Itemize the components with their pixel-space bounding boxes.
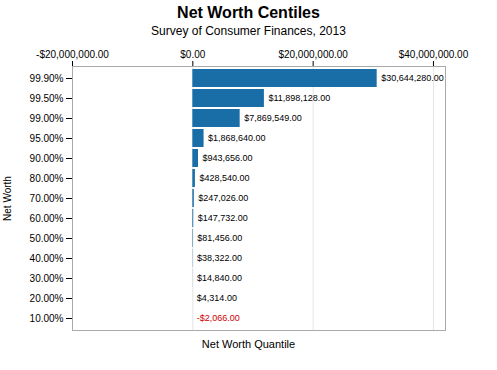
svg-text:10.00%: 10.00% bbox=[30, 313, 64, 324]
svg-text:99.00%: 99.00% bbox=[30, 113, 64, 124]
svg-text:99.90%: 99.90% bbox=[30, 73, 64, 84]
html-text:Net Worth Centiles: Net Worth Centiles bbox=[177, 4, 320, 21]
svg-text:$11,898,128.00: $11,898,128.00 bbox=[268, 93, 330, 103]
svg-text:$428,540.00: $428,540.00 bbox=[199, 173, 249, 183]
svg-text:$943,656.00: $943,656.00 bbox=[202, 153, 252, 163]
svg-text:20.00%: 20.00% bbox=[30, 293, 64, 304]
svg-text:$4,314.00: $4,314.00 bbox=[197, 293, 237, 303]
html-text:Net Worth Quantile: Net Worth Quantile bbox=[201, 338, 296, 350]
svg-text:70.00%: 70.00% bbox=[30, 193, 64, 204]
svg-text:50.00%: 50.00% bbox=[30, 233, 64, 244]
svg-text:99.50%: 99.50% bbox=[30, 93, 64, 104]
svg-text:95.00%: 95.00% bbox=[30, 133, 64, 144]
svg-text:$7,869,549.00: $7,869,549.00 bbox=[244, 113, 302, 123]
svg-text:$1,868,640.00: $1,868,640.00 bbox=[208, 133, 266, 143]
svg-text:80.00%: 80.00% bbox=[30, 173, 64, 184]
svg-text:$40,000,000.00: $40,000,000.00 bbox=[399, 49, 469, 60]
svg-text:60.00%: 60.00% bbox=[30, 213, 64, 224]
svg-text:$81,456.00: $81,456.00 bbox=[197, 233, 242, 243]
svg-text:Net Worth: Net Worth bbox=[2, 176, 13, 221]
svg-text:40.00%: 40.00% bbox=[30, 253, 64, 264]
svg-text:$14,840.00: $14,840.00 bbox=[197, 273, 242, 283]
svg-text:$0.00: $0.00 bbox=[180, 49, 205, 60]
svg-text:-$2,066.00: -$2,066.00 bbox=[197, 313, 240, 323]
svg-text:30.00%: 30.00% bbox=[30, 273, 64, 284]
svg-text:$30,644,280.00: $30,644,280.00 bbox=[381, 73, 444, 83]
html-text:Survey of Consumer Finances, 2: Survey of Consumer Finances, 2013 bbox=[151, 24, 346, 38]
svg-text:$147,732.00: $147,732.00 bbox=[198, 213, 248, 223]
svg-text:90.00%: 90.00% bbox=[30, 153, 64, 164]
svg-text:$20,000,000.00: $20,000,000.00 bbox=[278, 49, 348, 60]
svg-text:$247,026.00: $247,026.00 bbox=[198, 193, 248, 203]
svg-text:-$20,000,000.00: -$20,000,000.00 bbox=[36, 49, 109, 60]
svg-text:$38,322.00: $38,322.00 bbox=[197, 253, 242, 263]
